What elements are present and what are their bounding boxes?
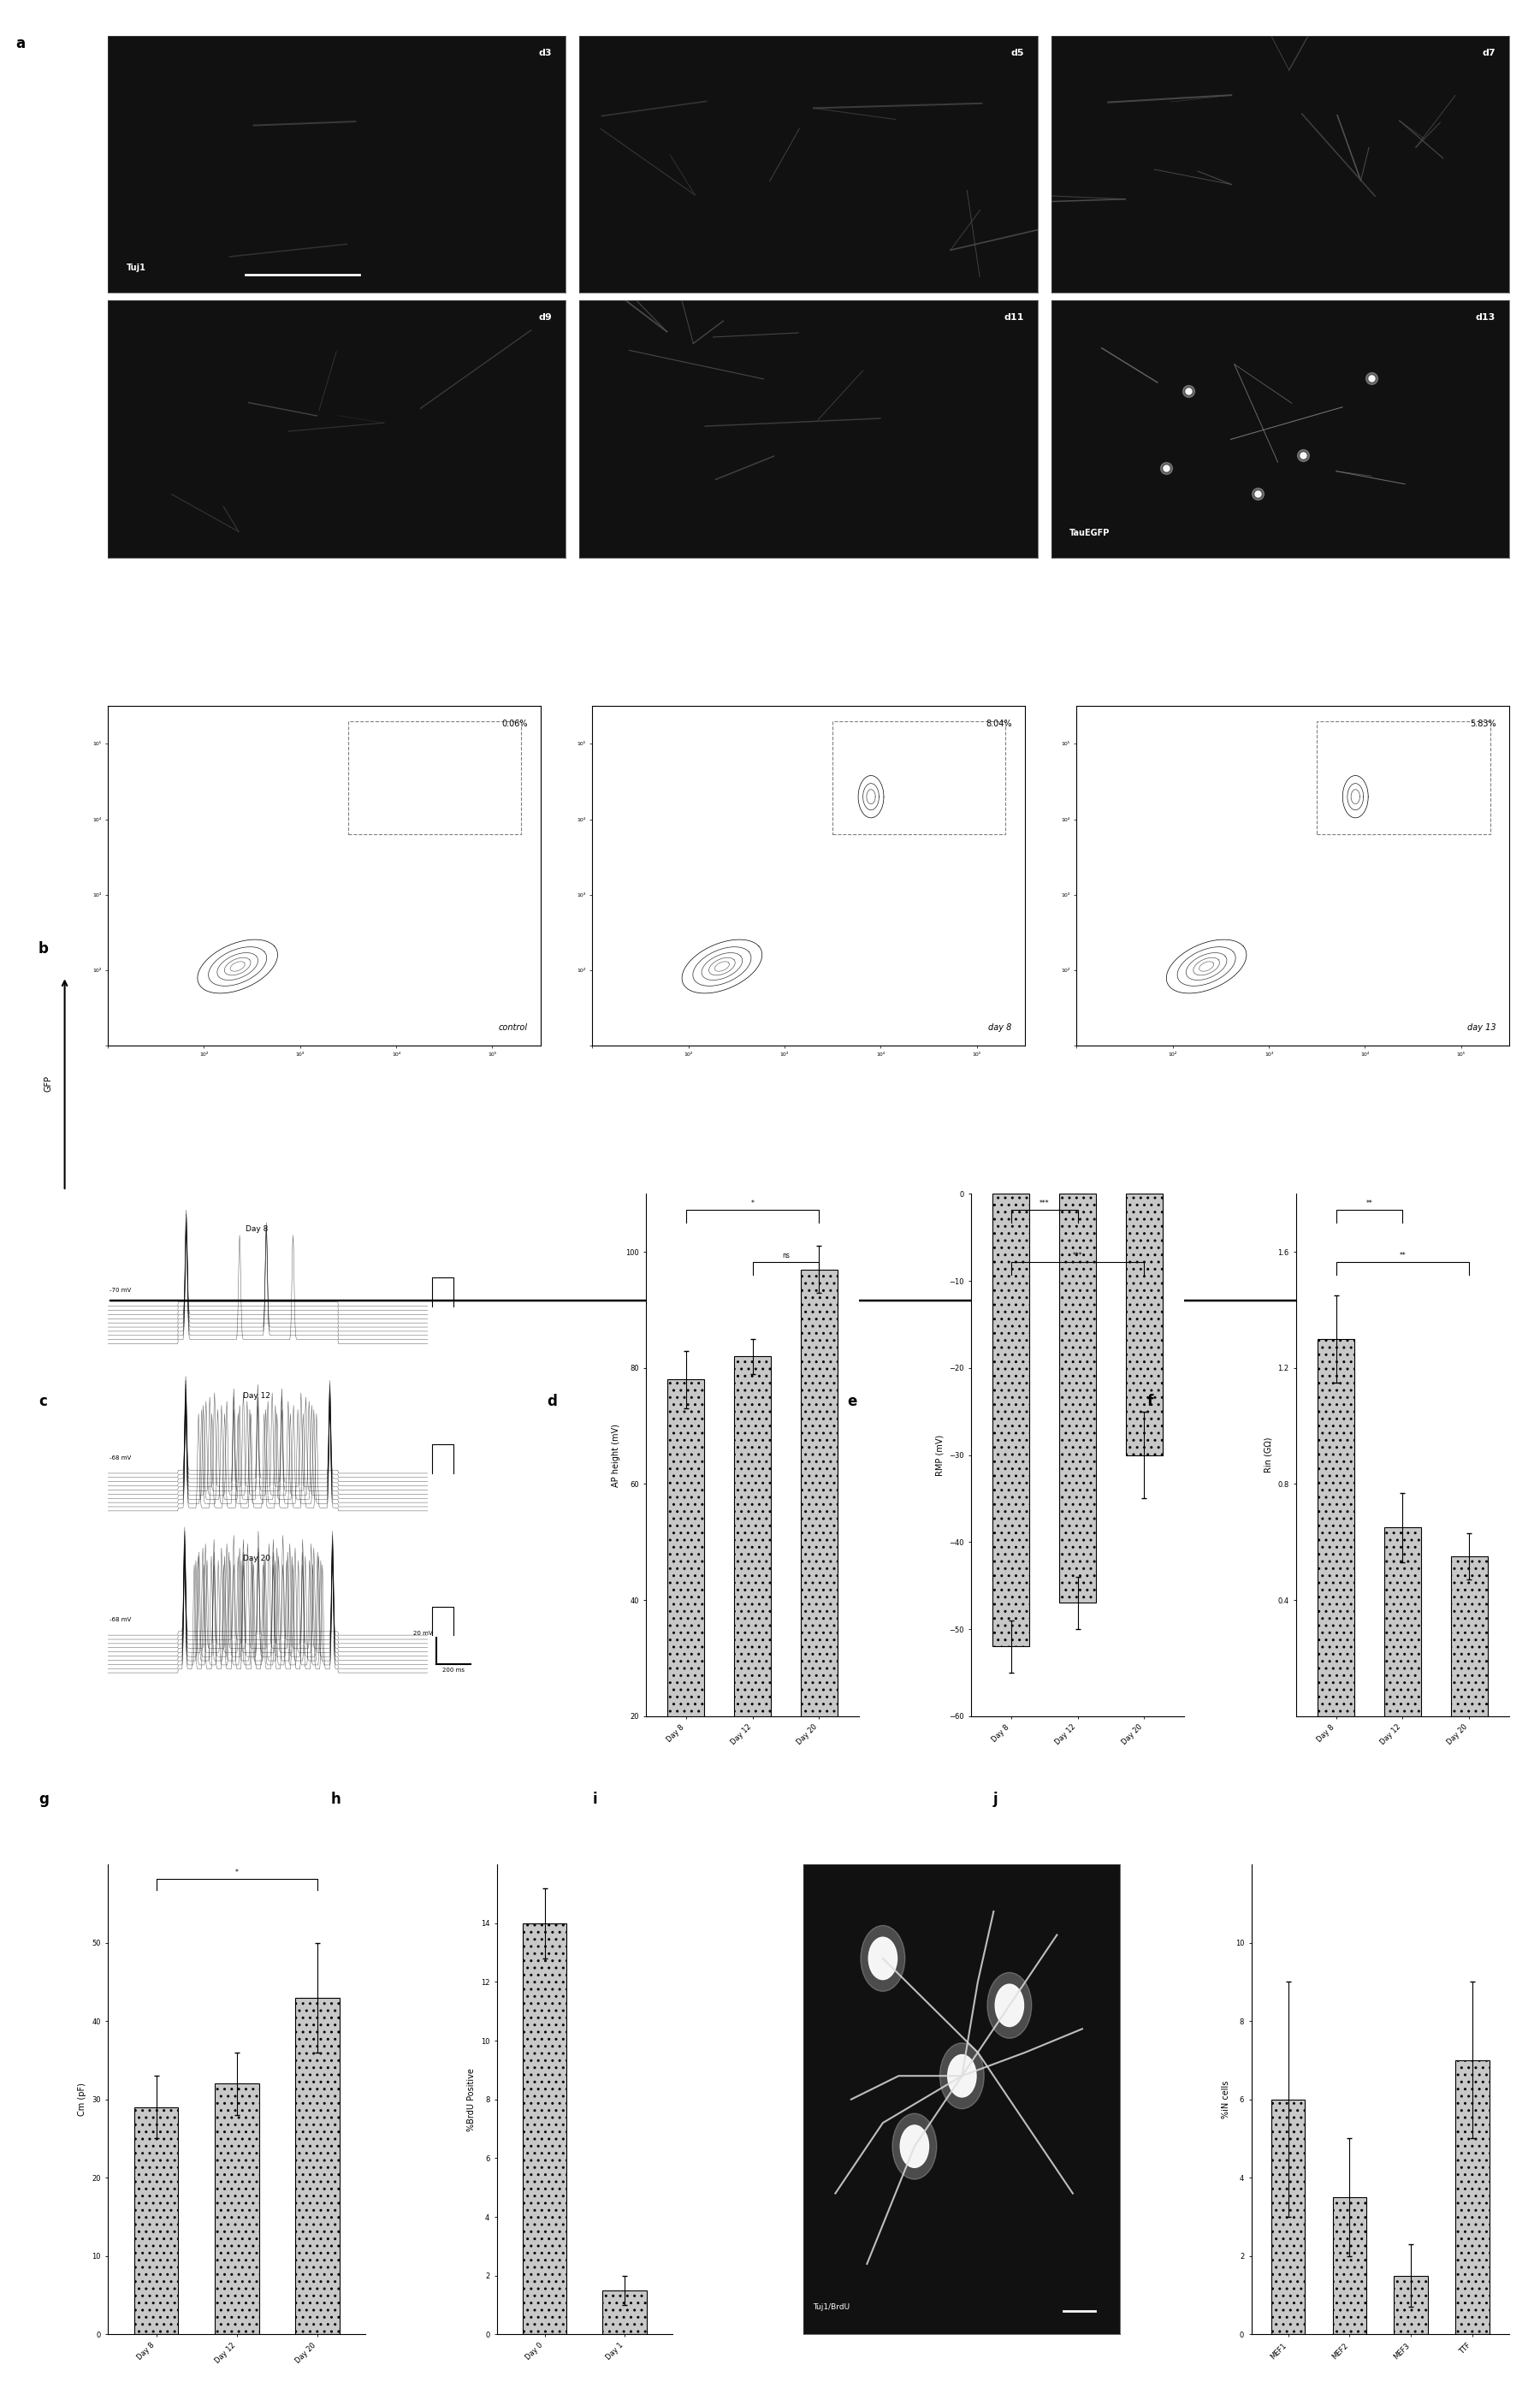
Bar [348,722,521,834]
Text: **: ** [1366,1198,1372,1208]
Text: 200 ms: 200 ms [442,1667,464,1672]
Text: d7: d7 [1481,48,1495,57]
Text: -68 mV: -68 mV [109,1455,131,1460]
Text: ***: *** [1040,1198,1049,1208]
Text: g: g [38,1791,49,1806]
Bar [214,2084,259,2334]
Text: *: * [752,1198,755,1208]
Text: ns: ns [782,1251,790,1260]
Bar [602,2291,647,2334]
Bar [1394,2275,1428,2334]
Bar [1270,2099,1304,2334]
Circle shape [861,1925,906,1991]
Circle shape [869,1937,898,1979]
Y-axis label: %BrdU Positive: %BrdU Positive [467,2068,476,2132]
Bar [1451,1555,1488,1715]
Bar [1060,1193,1096,1603]
Text: e: e [847,1393,856,1408]
Y-axis label: RMP (mV): RMP (mV) [935,1434,944,1477]
Text: control: control [497,1024,527,1031]
Text: a: a [15,36,25,50]
Text: day 8: day 8 [989,1024,1012,1031]
Text: 20 mV: 20 mV [414,1632,433,1636]
Bar [668,1379,704,1832]
Bar [735,1355,772,1832]
Y-axis label: Rin (GΩ): Rin (GΩ) [1264,1436,1274,1472]
Circle shape [892,2113,936,2180]
Circle shape [987,1972,1032,2039]
Text: d11: d11 [1004,314,1024,322]
Bar [1126,1193,1163,1455]
Text: d5: d5 [1010,48,1024,57]
Bar [1384,1527,1421,1715]
Circle shape [901,2125,929,2168]
Bar [522,1922,567,2334]
Circle shape [947,2056,976,2096]
Text: TauEGFP: TauEGFP [1070,529,1110,538]
Text: GFP: GFP [45,1077,52,1091]
Text: d: d [547,1393,557,1408]
Text: 8.04%: 8.04% [986,719,1012,729]
Y-axis label: Cm (pF): Cm (pF) [79,2082,86,2115]
Text: i: i [593,1791,598,1806]
Text: c: c [38,1393,46,1408]
Text: h: h [331,1791,342,1806]
Text: -68 mV: -68 mV [109,1617,131,1622]
Bar [833,722,1006,834]
Bar [1317,722,1491,834]
Text: *: * [236,1867,239,1877]
Circle shape [995,1984,1024,2027]
Text: Tuj1/BrdU: Tuj1/BrdU [813,2303,850,2311]
Text: 5.83%: 5.83% [1471,719,1497,729]
Text: **: ** [1400,1251,1406,1260]
Bar [801,1270,838,1832]
Text: Day 8: Day 8 [246,1224,268,1234]
Text: 0.06%: 0.06% [500,719,527,729]
Bar [993,1193,1029,1646]
Text: d3: d3 [539,48,551,57]
Text: -70 mV: -70 mV [109,1289,131,1293]
Bar [1318,1339,1354,1715]
Bar [1332,2196,1366,2334]
Bar [1455,2060,1489,2334]
Text: Tuj1: Tuj1 [126,264,146,272]
Y-axis label: AP height (mV): AP height (mV) [611,1424,621,1486]
Text: APC: APC [790,1334,812,1346]
Text: d9: d9 [539,314,551,322]
Bar [296,1998,339,2334]
Text: d13: d13 [1475,314,1495,322]
Text: day 13: day 13 [1468,1024,1497,1031]
Text: Day 12: Day 12 [243,1393,271,1401]
Text: f: f [1147,1393,1153,1408]
Bar [134,2108,179,2334]
Text: j: j [993,1791,998,1806]
Text: Day 20: Day 20 [243,1555,271,1563]
Circle shape [939,2044,984,2108]
Y-axis label: %iN cells: %iN cells [1221,2079,1230,2118]
Text: b: b [38,941,49,955]
Text: ***: *** [1073,1251,1083,1260]
